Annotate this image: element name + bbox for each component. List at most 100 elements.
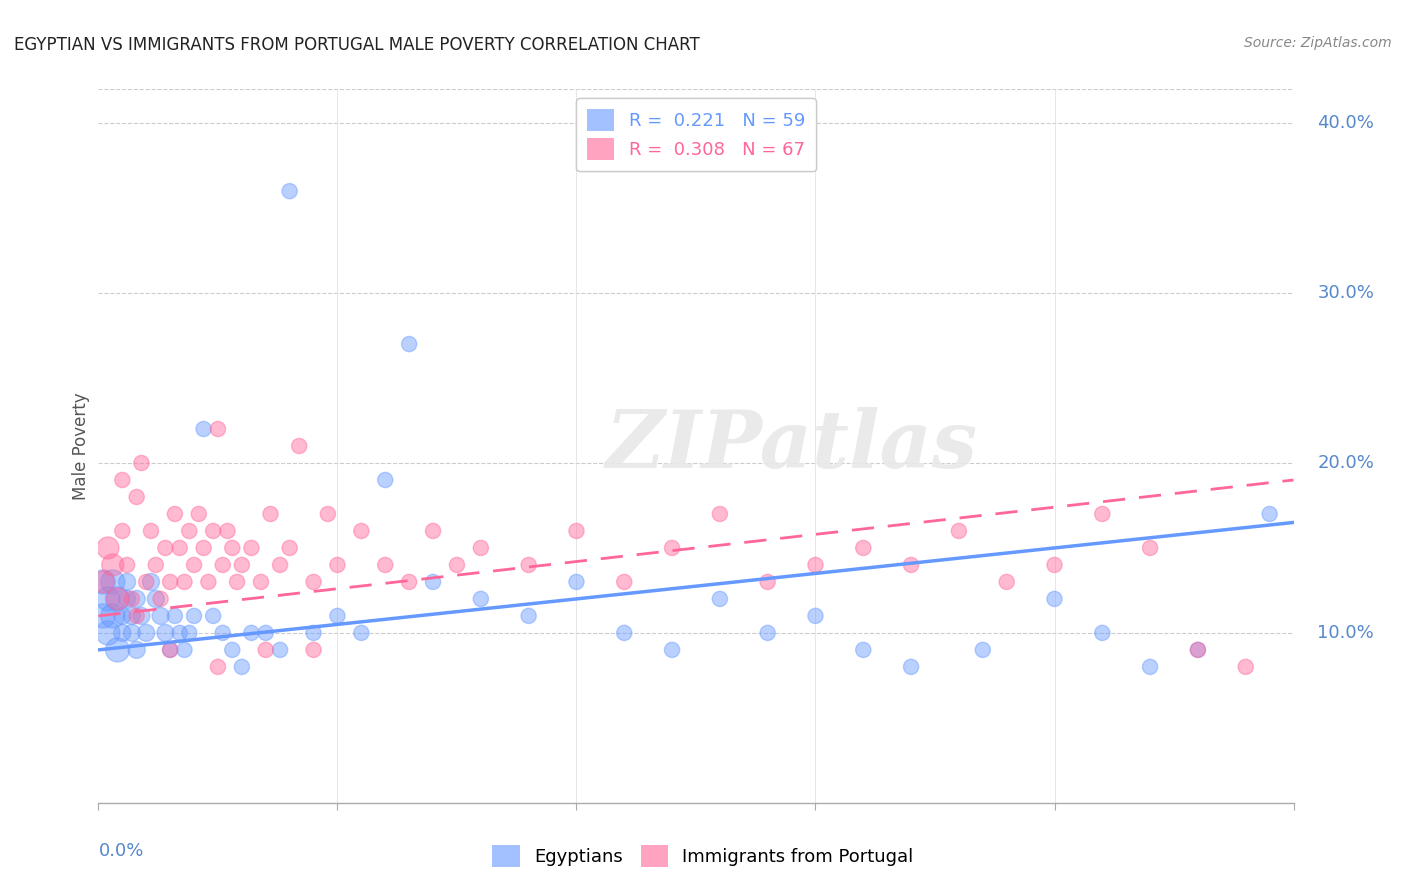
Legend: Egyptians, Immigrants from Portugal: Egyptians, Immigrants from Portugal [485,838,921,874]
Point [111,524,134,538]
Point [139,524,162,538]
Point [326,608,349,623]
Point [121,591,143,606]
Point [131,456,153,470]
Point [350,626,373,640]
Point [398,337,420,351]
Point [197,574,219,589]
Point [211,626,233,640]
Y-axis label: Male Poverty: Male Poverty [72,392,90,500]
Point [121,626,143,640]
Point [254,626,277,640]
Point [173,574,195,589]
Point [852,541,875,555]
Point [240,541,263,555]
Text: EGYPTIAN VS IMMIGRANTS FROM PORTUGAL MALE POVERTY CORRELATION CHART: EGYPTIAN VS IMMIGRANTS FROM PORTUGAL MAL… [14,36,700,54]
Point [111,473,134,487]
Point [278,184,301,198]
Point [948,524,970,538]
Point [159,643,181,657]
Point [661,643,683,657]
Point [217,524,239,538]
Point [91,574,114,589]
Point [97,626,120,640]
Point [852,643,875,657]
Point [1091,507,1114,521]
Point [709,591,731,606]
Point [207,660,229,674]
Point [107,591,129,606]
Point [288,439,311,453]
Point [302,574,325,589]
Point [131,608,153,623]
Point [91,608,114,623]
Point [221,643,243,657]
Text: 20.0%: 20.0% [1317,454,1374,472]
Point [125,591,148,606]
Point [517,608,540,623]
Point [995,574,1018,589]
Point [101,608,124,623]
Point [709,507,731,521]
Point [179,626,201,640]
Point [565,524,588,538]
Point [163,608,186,623]
Point [221,541,243,555]
Point [173,643,195,657]
Point [1091,626,1114,640]
Point [207,422,229,436]
Point [1187,643,1209,657]
Point [269,643,291,657]
Point [316,507,339,521]
Point [470,541,492,555]
Point [756,626,779,640]
Point [155,626,177,640]
Point [169,626,191,640]
Point [202,608,225,623]
Point [149,608,172,623]
Point [231,558,253,572]
Point [374,558,396,572]
Point [107,591,129,606]
Point [135,574,157,589]
Point [125,643,148,657]
Point [1139,541,1161,555]
Point [398,574,420,589]
Point [149,591,172,606]
Point [101,574,124,589]
Point [111,626,134,640]
Point [91,574,114,589]
Point [183,608,205,623]
Point [1234,660,1257,674]
Point [115,591,138,606]
Point [259,507,281,521]
Point [278,541,301,555]
Point [163,507,186,521]
Point [115,558,138,572]
Point [422,574,444,589]
Point [326,558,349,572]
Point [107,643,129,657]
Point [202,524,225,538]
Point [231,660,253,674]
Point [756,574,779,589]
Point [374,473,396,487]
Point [1139,660,1161,674]
Text: 40.0%: 40.0% [1317,114,1374,132]
Point [240,626,263,640]
Point [115,574,138,589]
Point [302,626,325,640]
Point [193,541,215,555]
Point [187,507,209,521]
Text: ZIPatlas: ZIPatlas [606,408,977,484]
Point [900,558,922,572]
Point [517,558,540,572]
Point [1043,591,1066,606]
Point [139,574,162,589]
Point [446,558,468,572]
Point [1043,558,1066,572]
Point [250,574,273,589]
Point [111,608,134,623]
Point [804,608,827,623]
Point [125,490,148,504]
